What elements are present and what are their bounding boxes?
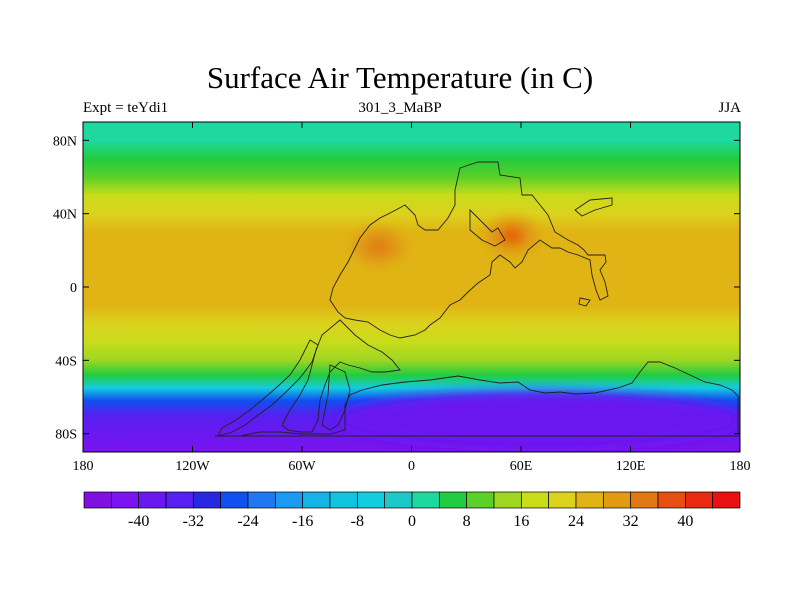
- colorbar-box: [302, 491, 331, 509]
- antarctic-cold-region: [338, 391, 740, 447]
- colorbar-box: [110, 491, 140, 509]
- colorbar-box: [356, 491, 386, 509]
- colorbar-box: [274, 491, 304, 509]
- y-tick-label: 40N: [53, 208, 77, 223]
- colorbar-box: [411, 491, 440, 509]
- x-tick-label: 120E: [616, 459, 646, 474]
- chart-title: Surface Air Temperature (in C): [206, 60, 594, 95]
- colorbar-label: -24: [237, 513, 259, 530]
- colorbar-box: [712, 491, 741, 509]
- colorbar-label: 40: [677, 513, 694, 530]
- colorbar-label: 24: [568, 513, 584, 530]
- colorbar-box: [575, 491, 604, 509]
- colorbar-box: [493, 491, 522, 509]
- colorbar-box: [329, 491, 358, 509]
- experiment-label: Expt = teYdi1: [83, 100, 169, 116]
- colorbar-box: [684, 491, 714, 509]
- colorbar-label: -8: [350, 513, 364, 530]
- season-label: JJA: [718, 100, 741, 116]
- colorbar-label: -16: [291, 513, 314, 530]
- y-tick-label: 0: [70, 281, 77, 296]
- colorbar-box: [657, 491, 686, 509]
- hot-spot-core: [499, 227, 524, 244]
- x-tick-label: 180: [730, 459, 751, 474]
- colorbar-box: [83, 491, 112, 509]
- colorbar-label: -40: [127, 513, 150, 530]
- colorbar-box: [165, 491, 194, 509]
- y-tick-label: 80N: [53, 134, 77, 149]
- x-tick-label: 60E: [510, 459, 533, 474]
- colorbar-box: [630, 491, 659, 509]
- colorbar-label: 8: [462, 513, 471, 530]
- colorbar-box: [520, 491, 550, 509]
- x-tick-label: 0: [408, 459, 415, 474]
- colorbar-label: -32: [182, 513, 204, 530]
- colorbar-box: [247, 491, 276, 509]
- hot-spot-core: [366, 238, 391, 255]
- y-tick-label: 80S: [55, 428, 77, 443]
- colorbar-box: [602, 491, 632, 509]
- x-tick-label: 60W: [288, 459, 316, 474]
- axis-ticks: 180 120W 60W 0 60E 120E 180 80N 40N 0 40S 80S: [53, 122, 751, 474]
- coastlines: [215, 161, 739, 437]
- colorbar-box: [138, 491, 167, 509]
- colorbar-box: [384, 491, 413, 509]
- x-tick-label: 120W: [175, 459, 210, 474]
- colorbar-box: [466, 491, 495, 509]
- colorbar-box: [438, 491, 468, 509]
- run-label: 301_3_MaBP: [358, 100, 442, 116]
- colorbar-box: [192, 491, 222, 509]
- colorbar-box: [220, 491, 249, 509]
- x-tick-label: 180: [73, 459, 94, 474]
- y-tick-label: 40S: [55, 354, 77, 369]
- colorbar-label: 16: [513, 513, 530, 530]
- colorbar-label: 0: [408, 513, 416, 530]
- colorbar-box: [548, 491, 577, 509]
- colorbar: [83, 491, 741, 509]
- colorbar-label: 32: [622, 513, 639, 530]
